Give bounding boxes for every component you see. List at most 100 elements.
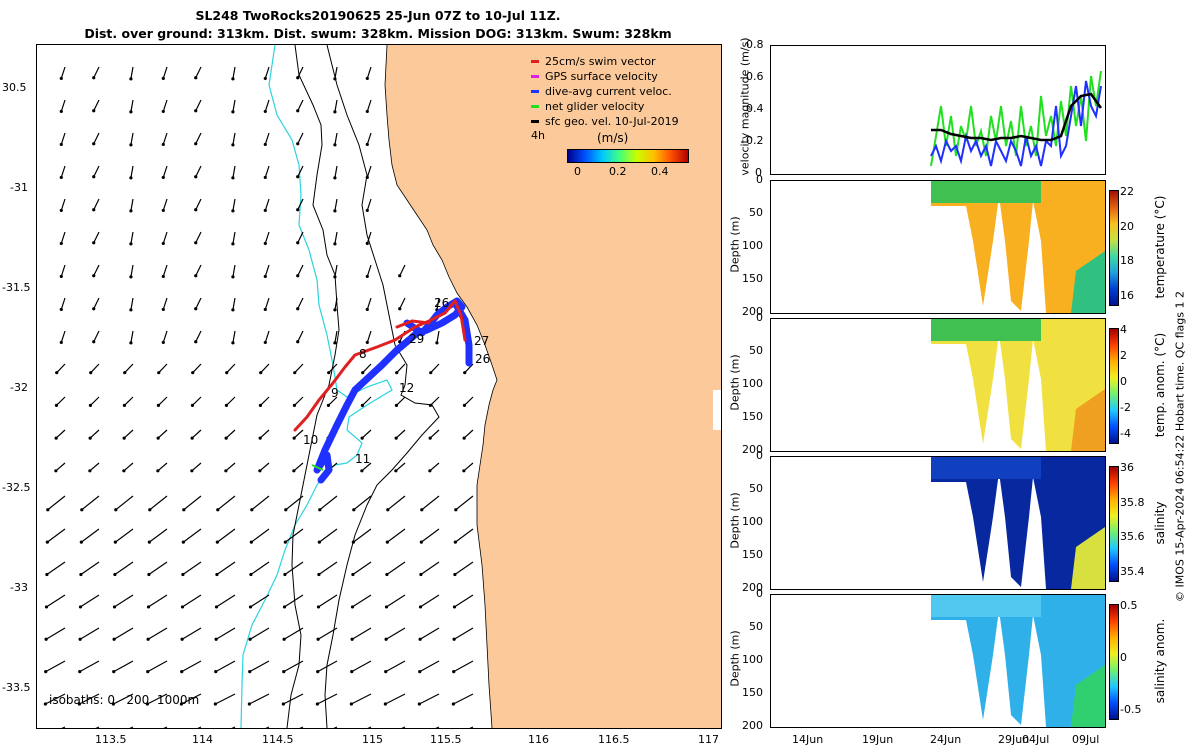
lat-tick: -33.5 — [2, 681, 31, 694]
sal_anom-deep-fill — [1071, 665, 1105, 727]
vector-arrow-head — [194, 109, 198, 113]
day-label: 29 — [409, 332, 424, 346]
vector-arrow — [366, 99, 372, 112]
vector-arrow-head — [296, 307, 300, 311]
vector-arrow — [334, 264, 338, 277]
vector-arrow-head — [365, 241, 369, 246]
vector-arrow-head — [92, 340, 96, 344]
vector-arrow-head — [462, 436, 466, 440]
vector-arrow — [123, 462, 134, 472]
vector-arrow-head — [398, 307, 402, 311]
vector-arrow — [60, 231, 66, 244]
vector-arrow — [436, 297, 440, 310]
vector-arrow — [317, 627, 338, 640]
date-tick: 09Jul — [1072, 733, 1100, 746]
salinity-section-panel[interactable] — [770, 456, 1106, 590]
vector-arrow-head — [384, 670, 388, 674]
vector-arrow-head — [45, 572, 49, 577]
vector-arrow — [162, 165, 168, 178]
legend-item: net glider velocity — [531, 99, 711, 114]
vector-arrow-head — [44, 605, 49, 609]
vector-arrow — [396, 363, 406, 374]
lat-tick: -31 — [10, 181, 28, 194]
vector-arrow-head — [249, 540, 253, 544]
legend-item: dive-avg current veloc. — [531, 84, 711, 99]
vector-arrow — [147, 660, 168, 673]
salinity-ylabel: Depth (m) — [728, 492, 742, 549]
sal_anom-depth-tick: 50 — [749, 620, 763, 633]
date-tick: 29Jun — [998, 733, 1030, 746]
vector-arrow — [129, 726, 134, 728]
vector-arrow-head — [92, 109, 96, 113]
vector-arrow-head — [282, 637, 286, 641]
temp_anom-ylabel: Depth (m) — [728, 354, 742, 411]
temperature-colorbar-label: temperature (°C) — [1153, 195, 1167, 299]
vector-arrow — [162, 231, 168, 244]
temperature-colorbar-tick: 16 — [1120, 289, 1134, 302]
vector-arrow — [297, 66, 304, 79]
vector-arrow-head — [463, 371, 467, 375]
vector-arrow-head — [79, 572, 83, 577]
vector-arrow-head — [180, 637, 184, 641]
legend-swatch — [531, 120, 539, 123]
vector-arrow — [283, 693, 304, 705]
vector-arrow-head — [179, 702, 183, 706]
sal_anom-colorbar-tick: 0.5 — [1120, 599, 1138, 612]
vector-arrow-head — [180, 670, 184, 674]
vector-arrow — [283, 627, 304, 640]
vector-arrow-head — [161, 274, 165, 279]
vector-arrow — [192, 396, 202, 406]
salinity-depth-tick: 150 — [742, 548, 763, 561]
vector-arrow-head — [365, 274, 369, 279]
vector-arrow — [419, 627, 440, 640]
vector-arrow-head — [296, 175, 300, 179]
salinity-colorbar-label: salinity — [1153, 501, 1167, 545]
map-canvas: 26 27 26 29 9 12 10 11 8 — [43, 45, 721, 728]
vector-arrow — [89, 462, 100, 472]
vector-arrow-head — [161, 109, 165, 114]
vector-arrow-head — [365, 340, 369, 345]
sal_anom-section-panel[interactable] — [770, 594, 1106, 728]
legend-item: 25cm/s swim vector — [531, 54, 711, 69]
vector-arrow — [361, 429, 372, 439]
vector-arrow-head — [79, 540, 83, 544]
temperature-section-panel[interactable] — [770, 180, 1106, 314]
vector-arrow — [250, 561, 270, 576]
map-legend: 25cm/s swim vector GPS surface velocity di… — [531, 54, 711, 129]
vector-arrow-head — [161, 76, 165, 81]
vector-arrow — [387, 495, 406, 511]
vector-arrow-head — [231, 209, 235, 213]
legend-swatch — [531, 105, 539, 108]
vector-arrow-head — [351, 540, 355, 544]
day-label: 11 — [355, 452, 370, 466]
vector-arrow-head — [92, 175, 96, 179]
vector-arrow — [60, 165, 66, 178]
vector-arrow-head — [386, 508, 390, 512]
vector-arrow — [162, 264, 168, 277]
vector-arrow — [147, 627, 168, 640]
vector-arrow-head — [146, 637, 150, 641]
vector-arrow — [436, 330, 440, 343]
title-line-2: Dist. over ground: 313km. Dist. swum: 32… — [84, 26, 672, 41]
vector-arrow-head — [161, 340, 165, 345]
vector-arrow — [195, 231, 202, 244]
vector-arrow-head — [350, 605, 355, 609]
vector-arrow — [216, 561, 236, 576]
vector-arrow-head — [398, 274, 402, 278]
sal_anom-depth-tick: 0 — [756, 587, 763, 600]
vector-arrow — [226, 396, 236, 406]
vector-arrow-head — [283, 572, 287, 577]
vector-arrow-head — [327, 371, 331, 375]
vector-arrow — [419, 693, 440, 705]
velocity-panel[interactable] — [770, 45, 1106, 175]
temp_anom-section-panel[interactable] — [770, 318, 1106, 452]
vector-arrow-head — [258, 469, 262, 473]
glider-track-blue — [313, 297, 473, 484]
vector-arrow-head — [215, 540, 219, 544]
vector-arrow-head — [316, 670, 320, 674]
vector-arrow — [191, 462, 202, 472]
velocity-plot — [930, 70, 1103, 167]
vector-arrow — [334, 165, 338, 178]
vector-arrow — [93, 66, 100, 79]
map-panel[interactable]: 26 27 26 29 9 12 10 11 8 25cm/s swim vec… — [36, 44, 722, 729]
